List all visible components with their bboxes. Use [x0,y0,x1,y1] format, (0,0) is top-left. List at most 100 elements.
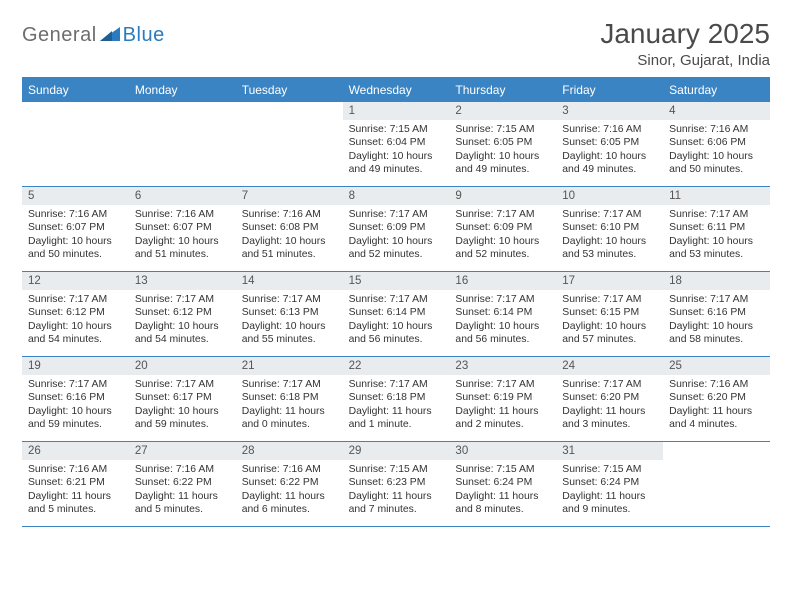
day-number [236,102,343,108]
day-details: Sunrise: 7:17 AMSunset: 6:17 PMDaylight:… [129,375,236,437]
dow-wednesday: Wednesday [343,79,450,102]
sunset-text: Sunset: 6:18 PM [242,391,337,404]
daylight-text: Daylight: 10 hours and 50 minutes. [669,150,764,177]
day-number: 18 [663,272,770,290]
dow-sunday: Sunday [22,79,129,102]
day-number: 21 [236,357,343,375]
day-number: 22 [343,357,450,375]
page-header: General Blue January 2025 Sinor, Gujarat… [22,18,770,69]
sunrise-text: Sunrise: 7:16 AM [28,208,123,221]
day-details: Sunrise: 7:17 AMSunset: 6:19 PMDaylight:… [449,375,556,437]
day-cell: 23Sunrise: 7:17 AMSunset: 6:19 PMDayligh… [449,357,556,441]
daylight-text: Daylight: 11 hours and 8 minutes. [455,490,550,517]
sunset-text: Sunset: 6:15 PM [562,306,657,319]
sunrise-text: Sunrise: 7:15 AM [562,463,657,476]
day-details: Sunrise: 7:17 AMSunset: 6:16 PMDaylight:… [22,375,129,437]
day-cell: 5Sunrise: 7:16 AMSunset: 6:07 PMDaylight… [22,187,129,271]
daylight-text: Daylight: 11 hours and 9 minutes. [562,490,657,517]
daylight-text: Daylight: 10 hours and 49 minutes. [562,150,657,177]
daylight-text: Daylight: 11 hours and 0 minutes. [242,405,337,432]
sunrise-text: Sunrise: 7:17 AM [135,378,230,391]
day-number: 31 [556,442,663,460]
sunset-text: Sunset: 6:05 PM [455,136,550,149]
day-details: Sunrise: 7:17 AMSunset: 6:13 PMDaylight:… [236,290,343,352]
daylight-text: Daylight: 10 hours and 51 minutes. [242,235,337,262]
day-details: Sunrise: 7:16 AMSunset: 6:07 PMDaylight:… [129,205,236,267]
week-row: 26Sunrise: 7:16 AMSunset: 6:21 PMDayligh… [22,442,770,527]
sunset-text: Sunset: 6:14 PM [455,306,550,319]
day-details: Sunrise: 7:16 AMSunset: 6:21 PMDaylight:… [22,460,129,522]
day-number: 10 [556,187,663,205]
daylight-text: Daylight: 10 hours and 53 minutes. [562,235,657,262]
day-cell: 13Sunrise: 7:17 AMSunset: 6:12 PMDayligh… [129,272,236,356]
sunset-text: Sunset: 6:20 PM [669,391,764,404]
day-cell: 1Sunrise: 7:15 AMSunset: 6:04 PMDaylight… [343,102,450,186]
sunset-text: Sunset: 6:21 PM [28,476,123,489]
day-details: Sunrise: 7:15 AMSunset: 6:24 PMDaylight:… [449,460,556,522]
sunset-text: Sunset: 6:12 PM [28,306,123,319]
day-cell: 11Sunrise: 7:17 AMSunset: 6:11 PMDayligh… [663,187,770,271]
sunrise-text: Sunrise: 7:16 AM [135,208,230,221]
day-details: Sunrise: 7:16 AMSunset: 6:22 PMDaylight:… [236,460,343,522]
day-cell: 10Sunrise: 7:17 AMSunset: 6:10 PMDayligh… [556,187,663,271]
sunrise-text: Sunrise: 7:17 AM [349,208,444,221]
day-cell: 15Sunrise: 7:17 AMSunset: 6:14 PMDayligh… [343,272,450,356]
day-number: 14 [236,272,343,290]
logo-triangle-icon [100,25,120,46]
sunrise-text: Sunrise: 7:17 AM [455,293,550,306]
sunrise-text: Sunrise: 7:15 AM [455,123,550,136]
day-number: 7 [236,187,343,205]
sunset-text: Sunset: 6:11 PM [669,221,764,234]
day-number: 24 [556,357,663,375]
sunrise-text: Sunrise: 7:16 AM [562,123,657,136]
week-row: 5Sunrise: 7:16 AMSunset: 6:07 PMDaylight… [22,187,770,272]
day-cell: 22Sunrise: 7:17 AMSunset: 6:18 PMDayligh… [343,357,450,441]
sunset-text: Sunset: 6:07 PM [28,221,123,234]
daylight-text: Daylight: 10 hours and 54 minutes. [28,320,123,347]
day-cell: 25Sunrise: 7:16 AMSunset: 6:20 PMDayligh… [663,357,770,441]
sunset-text: Sunset: 6:20 PM [562,391,657,404]
day-details: Sunrise: 7:17 AMSunset: 6:11 PMDaylight:… [663,205,770,267]
day-cell: 20Sunrise: 7:17 AMSunset: 6:17 PMDayligh… [129,357,236,441]
day-cell [22,102,129,186]
sunrise-text: Sunrise: 7:16 AM [242,463,337,476]
sunset-text: Sunset: 6:07 PM [135,221,230,234]
title-block: January 2025 Sinor, Gujarat, India [600,18,770,69]
day-number: 2 [449,102,556,120]
daylight-text: Daylight: 10 hours and 59 minutes. [135,405,230,432]
day-details: Sunrise: 7:17 AMSunset: 6:18 PMDaylight:… [236,375,343,437]
dow-tuesday: Tuesday [236,79,343,102]
brand-logo: General Blue [22,18,165,47]
day-cell: 9Sunrise: 7:17 AMSunset: 6:09 PMDaylight… [449,187,556,271]
day-cell: 29Sunrise: 7:15 AMSunset: 6:23 PMDayligh… [343,442,450,526]
sunrise-text: Sunrise: 7:15 AM [455,463,550,476]
week-row: 19Sunrise: 7:17 AMSunset: 6:16 PMDayligh… [22,357,770,442]
daylight-text: Daylight: 10 hours and 57 minutes. [562,320,657,347]
day-cell: 6Sunrise: 7:16 AMSunset: 6:07 PMDaylight… [129,187,236,271]
daylight-text: Daylight: 10 hours and 56 minutes. [455,320,550,347]
sunrise-text: Sunrise: 7:16 AM [242,208,337,221]
day-details: Sunrise: 7:17 AMSunset: 6:10 PMDaylight:… [556,205,663,267]
day-cell: 8Sunrise: 7:17 AMSunset: 6:09 PMDaylight… [343,187,450,271]
day-number: 12 [22,272,129,290]
day-cell [129,102,236,186]
dow-saturday: Saturday [663,79,770,102]
days-of-week-row: Sunday Monday Tuesday Wednesday Thursday… [22,79,770,102]
daylight-text: Daylight: 11 hours and 6 minutes. [242,490,337,517]
day-cell: 30Sunrise: 7:15 AMSunset: 6:24 PMDayligh… [449,442,556,526]
daylight-text: Daylight: 11 hours and 2 minutes. [455,405,550,432]
sunset-text: Sunset: 6:04 PM [349,136,444,149]
day-cell: 14Sunrise: 7:17 AMSunset: 6:13 PMDayligh… [236,272,343,356]
day-details: Sunrise: 7:17 AMSunset: 6:09 PMDaylight:… [343,205,450,267]
day-cell: 18Sunrise: 7:17 AMSunset: 6:16 PMDayligh… [663,272,770,356]
day-number: 4 [663,102,770,120]
day-details: Sunrise: 7:17 AMSunset: 6:20 PMDaylight:… [556,375,663,437]
day-details: Sunrise: 7:16 AMSunset: 6:08 PMDaylight:… [236,205,343,267]
daylight-text: Daylight: 11 hours and 5 minutes. [28,490,123,517]
daylight-text: Daylight: 10 hours and 52 minutes. [349,235,444,262]
day-cell [236,102,343,186]
day-details: Sunrise: 7:17 AMSunset: 6:14 PMDaylight:… [449,290,556,352]
daylight-text: Daylight: 10 hours and 50 minutes. [28,235,123,262]
daylight-text: Daylight: 10 hours and 59 minutes. [28,405,123,432]
day-cell: 7Sunrise: 7:16 AMSunset: 6:08 PMDaylight… [236,187,343,271]
